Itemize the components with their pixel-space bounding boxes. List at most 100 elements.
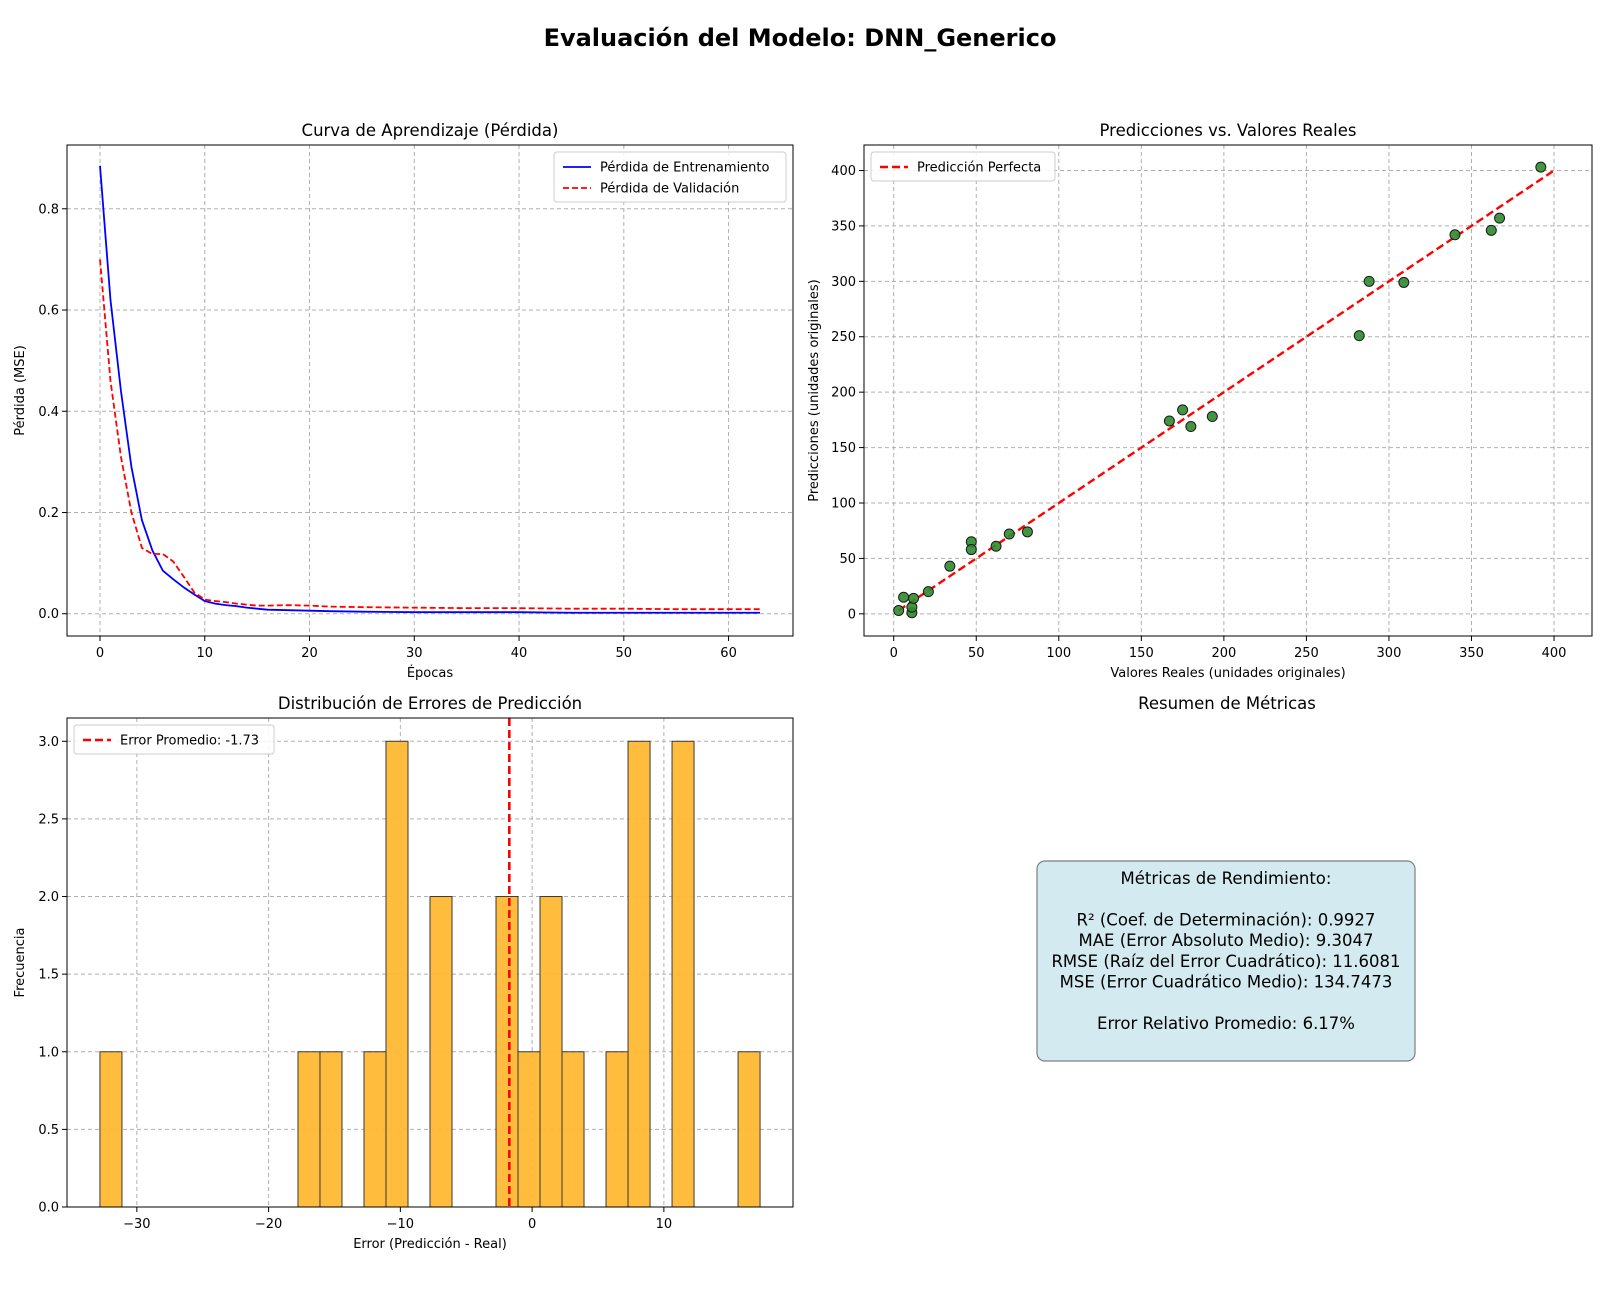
- metrics-summary-panel: Resumen de Métricas Métricas de Rendimie…: [1036, 694, 1416, 1062]
- metrics-line: MAE (Error Absoluto Medio): 9.3047: [1079, 931, 1374, 950]
- legend: Predicción Perfecta: [870, 151, 1056, 182]
- training-loss-line: [99, 165, 760, 614]
- x-axis-label: Épocas: [407, 665, 454, 681]
- histogram-bar: [605, 1051, 629, 1208]
- y-axis-label: Frecuencia: [13, 928, 28, 998]
- histogram-bar: [671, 740, 695, 1208]
- scatter-point: [1163, 415, 1175, 427]
- x-tick-label: 350: [1459, 646, 1484, 661]
- legend-box: [870, 151, 1056, 182]
- scatter-point: [965, 544, 977, 556]
- scatter-point: [1177, 404, 1189, 416]
- metrics-line: RMSE (Raíz del Error Cuadrático): 11.608…: [1051, 952, 1400, 971]
- figure-title: Evaluación del Modelo: DNN_Generico: [544, 24, 1057, 52]
- scatter-point: [906, 601, 918, 613]
- axes-frame: [863, 144, 1593, 637]
- x-tick-label: 100: [1046, 646, 1071, 661]
- scatter-point: [908, 592, 920, 604]
- y-axis-label: Pérdida (MSE): [13, 345, 28, 436]
- scatter-point: [893, 605, 905, 617]
- x-tick-label: 30: [406, 646, 423, 661]
- scatter-point: [944, 560, 956, 572]
- y-tick-label: 100: [831, 496, 856, 511]
- y-tick-label: 1.0: [38, 1045, 59, 1060]
- histogram-bar: [627, 740, 651, 1208]
- x-tick-label: 40: [511, 646, 528, 661]
- y-tick-label: 50: [839, 552, 856, 567]
- predictions-scatter-panel: 0 50 100 150 200 250 300 350 400 0 50 100 150 200 250 3…: [807, 121, 1593, 681]
- legend: Error Promedio: -1.73: [73, 724, 275, 755]
- axes-frame: [66, 144, 794, 637]
- histogram-bar: [539, 896, 563, 1208]
- histogram-bar: [385, 740, 409, 1208]
- y-tick-label: 0.0: [38, 1201, 59, 1216]
- y-tick-label: 350: [831, 219, 856, 234]
- histogram-bar: [297, 1051, 321, 1208]
- x-tick-label: −10: [387, 1217, 414, 1232]
- axes-frame: [66, 717, 794, 1208]
- histogram-bar: [429, 896, 453, 1208]
- x-tick-label: 50: [968, 646, 985, 661]
- x-tick-label: 200: [1211, 646, 1236, 661]
- x-tick-label: 150: [1129, 646, 1154, 661]
- x-tick-label: 0: [528, 1217, 536, 1232]
- y-tick-label: 2.5: [38, 812, 59, 827]
- y-axis-label: Predicciones (unidades originales): [807, 279, 822, 502]
- y-tick-label: 2.0: [38, 890, 59, 905]
- legend-box: [553, 151, 787, 203]
- metrics-box: [1036, 860, 1416, 1062]
- x-tick-label: 20: [301, 646, 318, 661]
- legend: Pérdida de Entrenamiento Pérdida de Valid…: [553, 151, 787, 203]
- x-tick-label: 10: [196, 646, 213, 661]
- histogram-bar: [99, 1051, 123, 1208]
- scatter-point: [1494, 212, 1506, 224]
- legend-label: Pérdida de Validación: [600, 182, 739, 197]
- legend-label: Pérdida de Entrenamiento: [600, 161, 770, 176]
- histogram-bar: [363, 1051, 387, 1208]
- metrics-line: Error Relativo Promedio: 6.17%: [1097, 1014, 1355, 1033]
- histogram-bar: [495, 896, 519, 1208]
- scatter-point: [1206, 411, 1218, 423]
- scatter-point: [990, 540, 1002, 552]
- x-tick-label: 50: [616, 646, 633, 661]
- histogram-bar: [561, 1051, 585, 1208]
- y-tick-label: 0.6: [38, 304, 59, 319]
- x-tick-label: 300: [1377, 646, 1402, 661]
- x-tick-label: 0: [890, 646, 898, 661]
- y-tick-label: 300: [831, 275, 856, 290]
- metrics-line: MSE (Error Cuadrático Medio): 134.7473: [1060, 973, 1393, 992]
- scatter-point: [898, 591, 910, 603]
- y-tick-label: 0.4: [38, 405, 59, 420]
- x-tick-label: 250: [1294, 646, 1319, 661]
- metrics-lines: Métricas de Rendimiento: R² (Coef. de Det…: [1051, 869, 1400, 1033]
- y-tick-label: 1.5: [38, 968, 59, 983]
- scatter-point: [1021, 526, 1033, 538]
- x-tick-label: −20: [255, 1217, 282, 1232]
- y-tick-label: 250: [831, 330, 856, 345]
- chart-title: Distribución de Errores de Predicción: [278, 694, 582, 713]
- scatter-point: [1363, 275, 1375, 287]
- y-tick-label: 0.2: [38, 506, 59, 521]
- learning-curve-panel: 0 10 20 30 40 50 60 0.0 0.2 0.4 0.6 0.8 Curva de Apr…: [13, 121, 794, 681]
- histogram-bar: [319, 1051, 343, 1208]
- x-axis-label: Valores Reales (unidades originales): [1110, 666, 1345, 681]
- legend-box: [73, 724, 275, 755]
- x-tick-label: −30: [123, 1217, 150, 1232]
- grid: [67, 145, 793, 636]
- scatter-point: [1535, 161, 1547, 173]
- y-tick-label: 0: [848, 607, 856, 622]
- legend-label: Predicción Perfecta: [917, 161, 1041, 176]
- scatter-point: [1485, 224, 1497, 236]
- scatter-point: [1185, 421, 1197, 433]
- x-tick-label: 0: [96, 646, 104, 661]
- x-axis-label: Error (Predicción - Real): [353, 1237, 507, 1252]
- y-tick-label: 200: [831, 386, 856, 401]
- scatter-point: [1353, 330, 1365, 342]
- histogram-bar: [517, 1051, 541, 1208]
- y-tick-label: 400: [831, 164, 856, 179]
- x-tick-label: 60: [720, 646, 737, 661]
- error-histogram-panel: −30 −20 −10 0 10 0.0 0.5 1.0 1.5 2.0 2.5 3.0 Distrib…: [13, 694, 794, 1252]
- chart-title: Curva de Aprendizaje (Pérdida): [302, 121, 559, 140]
- y-tick-label: 0.0: [38, 607, 59, 622]
